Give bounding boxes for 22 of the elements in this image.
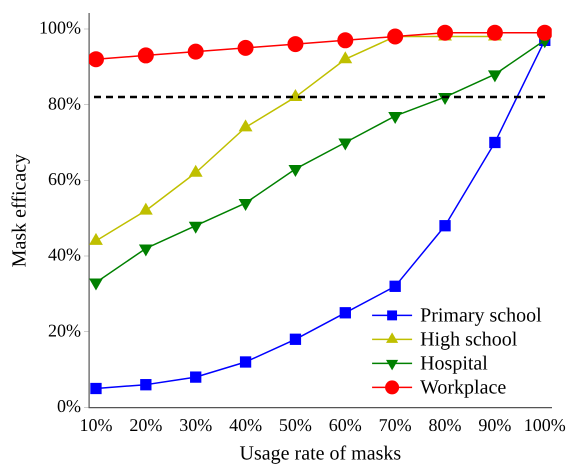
y-tick-label: 40% — [48, 244, 81, 265]
x-tick-label: 100% — [524, 414, 566, 435]
y-axis-title: Mask efficacy — [8, 154, 30, 268]
x-tick-label: 30% — [179, 414, 212, 435]
y-tick-label: 80% — [48, 93, 81, 114]
x-tick-label: 10% — [79, 414, 112, 435]
legend-label: Workplace — [420, 376, 506, 399]
x-tick-label: 80% — [428, 414, 462, 435]
y-tick-label: 0% — [56, 396, 81, 416]
x-tick-label: 50% — [278, 414, 312, 435]
x-tick-label: 60% — [328, 414, 362, 435]
legend-label: High school — [420, 328, 518, 351]
y-tick-label: 20% — [48, 320, 81, 340]
x-tick-label: 70% — [378, 414, 412, 435]
y-tick-label: 100% — [38, 18, 81, 38]
y-tick-label: 60% — [48, 169, 81, 190]
legend-label: Hospital — [420, 352, 488, 375]
x-axis-title: Usage rate of masks — [240, 442, 402, 464]
legend-label: Primary school — [420, 304, 542, 327]
x-tick-label: 40% — [229, 414, 262, 435]
x-tick-label: 90% — [478, 414, 512, 435]
x-tick-label: 20% — [129, 414, 162, 435]
